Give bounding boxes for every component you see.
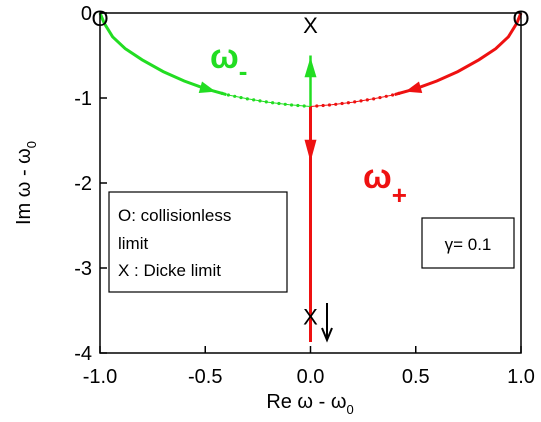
data-point — [302, 104, 306, 108]
data-point — [378, 95, 382, 100]
series-omega-plus-arrow — [405, 81, 423, 94]
x-axis-label: Re ω - ω0 — [266, 391, 353, 417]
y-tick-label: -3 — [74, 258, 92, 280]
series-layer — [98, 12, 523, 342]
series-omega-minus-arrow — [198, 81, 216, 94]
data-point — [258, 99, 262, 103]
y-tick-label: 0 — [81, 3, 92, 25]
y-axis-ticks: 0 -1 -2 -3 -4 — [74, 3, 107, 365]
series-omega-plus-curve — [394, 12, 523, 97]
series-omega-plus-label: ω+ — [363, 158, 407, 210]
limit-markers: O O X X — [91, 6, 529, 329]
limit-marker: O — [91, 6, 108, 31]
legend-line-3: X : Dicke limit — [118, 261, 221, 280]
parameter-box: γ= 0.1 — [421, 217, 515, 269]
data-point — [353, 100, 357, 104]
data-point — [233, 94, 237, 98]
limit-marker: X — [303, 304, 318, 329]
y-axis-label: Im ω - ω0 — [13, 141, 39, 225]
y-tick-label: -2 — [74, 173, 92, 195]
data-point — [334, 102, 338, 106]
data-point — [340, 101, 344, 106]
series-omega-minus-stem-arrow — [304, 57, 317, 78]
data-point — [321, 103, 325, 108]
data-point — [327, 103, 332, 107]
x-tick-label: 1.0 — [507, 366, 535, 388]
data-point — [390, 93, 395, 97]
data-point — [220, 91, 224, 96]
y-tick-label: -1 — [74, 88, 92, 110]
limit-marker: X — [303, 13, 318, 38]
series-omega-minus-curve — [98, 12, 227, 97]
down-arrow-icon — [321, 303, 333, 343]
data-point — [372, 97, 376, 101]
y-tick-label: -4 — [74, 343, 92, 365]
series-omega-minus-label: ω- — [210, 38, 247, 86]
data-point — [252, 98, 256, 102]
x-tick-label: 0.5 — [402, 366, 430, 388]
series-omega-plus-points — [315, 91, 401, 108]
data-point — [245, 97, 249, 101]
data-point — [226, 93, 231, 97]
data-point — [315, 104, 319, 108]
data-point — [365, 98, 369, 102]
legend-line-2: limit — [118, 234, 148, 253]
series-omega-minus-points — [220, 91, 306, 108]
limit-marker: O — [512, 6, 529, 31]
data-point — [264, 100, 268, 104]
legend-box: O: collisionless limit X : Dicke limit — [108, 191, 288, 293]
x-tick-label: -0.5 — [188, 366, 222, 388]
data-point — [283, 102, 287, 106]
data-point — [346, 101, 350, 105]
data-point — [271, 101, 275, 105]
data-point — [296, 103, 300, 108]
legend-line-1: O: collisionless — [118, 206, 231, 225]
x-tick-label: 0.0 — [297, 366, 325, 388]
data-point — [239, 95, 243, 100]
data-point — [277, 101, 281, 106]
data-point — [397, 91, 401, 96]
data-point — [384, 94, 388, 98]
series-omega-plus-stem-arrow — [304, 139, 317, 162]
x-axis-ticks: -1.0 -0.5 0.0 0.5 1.0 — [83, 346, 535, 388]
data-point — [289, 103, 294, 107]
x-tick-label: -1.0 — [83, 366, 117, 388]
data-point — [359, 99, 363, 103]
gamma-value: γ= 0.1 — [445, 235, 492, 254]
